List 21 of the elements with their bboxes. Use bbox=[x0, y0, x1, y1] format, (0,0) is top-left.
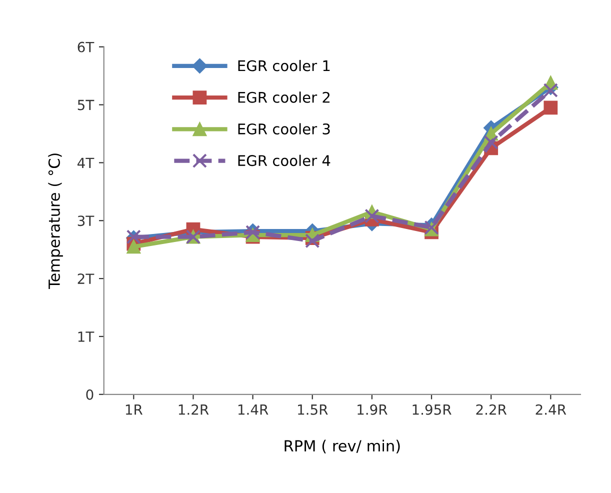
y-axis-title: Temperature ( °C) bbox=[48, 154, 63, 290]
x-tick-label: 2.4R bbox=[536, 404, 566, 415]
x-tick-label: 1.4R bbox=[238, 404, 268, 415]
x-tick-label: 2.2R bbox=[476, 404, 507, 415]
legend-label: EGR cooler 2 bbox=[238, 92, 330, 103]
y-tick-label: 4T bbox=[78, 158, 94, 168]
x-axis-title: RPM ( rev/ min) bbox=[284, 440, 400, 454]
legend-label: EGR cooler 3 bbox=[238, 123, 330, 134]
x-tick-label: 1R bbox=[126, 404, 142, 415]
y-tick-label: 2T bbox=[78, 274, 94, 284]
y-tick-label: 5T bbox=[78, 100, 94, 110]
y-tick-label: 3T bbox=[78, 216, 94, 226]
x-tick-label: 1.2R bbox=[178, 404, 209, 415]
y-tick-label: 1T bbox=[78, 332, 94, 342]
y-tick-label: 6T bbox=[78, 42, 94, 52]
x-tick-label: 1.5R bbox=[298, 404, 328, 415]
x-tick-label: 1.9R bbox=[358, 404, 388, 415]
y-tick-label: 0 bbox=[86, 389, 94, 400]
legend-label: EGR cooler 4 bbox=[238, 154, 330, 166]
x-tick-label: 1.95R bbox=[412, 404, 452, 415]
legend-label: EGR cooler 1 bbox=[238, 60, 330, 72]
